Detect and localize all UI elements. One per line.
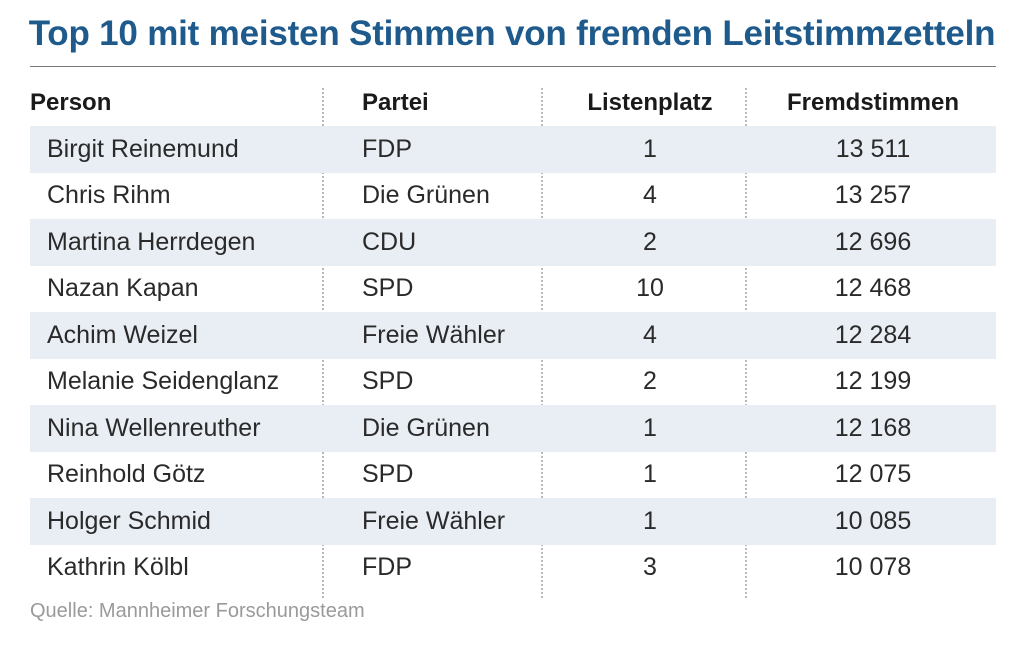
results-table: Person Partei Listenplatz Fremdstimmen B… <box>30 80 996 591</box>
cell-person: Martina Herrdegen <box>47 227 256 256</box>
table-row: Melanie Seidenglanz SPD 2 12 199 <box>30 359 996 406</box>
table-body: Birgit Reinemund FDP 1 13 511 Chris Rihm Die … <box>30 126 996 591</box>
cell-fremdstimmen: 12 468 <box>834 274 912 303</box>
table-row: Nina Wellenreuther Die Grünen 1 12 168 <box>30 405 996 452</box>
cell-partei: FDP <box>362 553 412 582</box>
cell-fremdstimmen: 12 075 <box>834 460 912 489</box>
cell-partei: SPD <box>362 367 414 396</box>
table-row: Achim Weizel Freie Wähler 4 12 284 <box>30 312 996 359</box>
cell-listenplatz: 10 <box>636 274 664 303</box>
cell-fremdstimmen: 10 078 <box>834 553 912 582</box>
cell-listenplatz: 4 <box>643 181 657 210</box>
cell-person: Holger Schmid <box>47 506 211 535</box>
cell-fremdstimmen: 12 696 <box>834 227 912 256</box>
table-row: Kathrin Kölbl FDP 3 10 078 <box>30 545 996 592</box>
cell-partei: Freie Wähler <box>362 320 506 349</box>
header-fremdstimmen: Fremdstimmen <box>786 89 960 116</box>
header-person: Person <box>30 89 112 116</box>
cell-fremdstimmen: 10 085 <box>834 506 912 535</box>
cell-person: Chris Rihm <box>47 181 171 210</box>
title-rule <box>30 66 996 67</box>
cell-person: Nina Wellenreuther <box>47 413 261 442</box>
cell-listenplatz: 3 <box>643 553 657 582</box>
cell-listenplatz: 2 <box>643 227 657 256</box>
cell-person: Kathrin Kölbl <box>47 553 189 582</box>
cell-listenplatz: 4 <box>643 320 657 349</box>
cell-listenplatz: 2 <box>643 367 657 396</box>
header-partei: Partei <box>362 89 429 116</box>
cell-person: Melanie Seidenglanz <box>47 367 280 396</box>
table-header: Person Partei Listenplatz Fremdstimmen <box>30 80 996 126</box>
cell-person: Birgit Reinemund <box>47 134 239 163</box>
table-row: Birgit Reinemund FDP 1 13 511 <box>30 126 996 173</box>
source-note: Quelle: Mannheimer Forschungsteam <box>30 600 365 622</box>
table-title: Top 10 mit meisten Stimmen von fremden L… <box>28 14 996 53</box>
cell-listenplatz: 1 <box>643 413 657 442</box>
cell-partei: SPD <box>362 274 414 303</box>
cell-fremdstimmen: 12 284 <box>834 320 912 349</box>
header-listenplatz: Listenplatz <box>587 89 713 116</box>
cell-person: Nazan Kapan <box>47 274 199 303</box>
cell-partei: Die Grünen <box>362 413 490 442</box>
table-row: Chris Rihm Die Grünen 4 13 257 <box>30 173 996 220</box>
cell-fremdstimmen: 12 199 <box>834 367 912 396</box>
cell-partei: FDP <box>362 134 412 163</box>
cell-listenplatz: 1 <box>643 134 657 163</box>
table-row: Reinhold Götz SPD 1 12 075 <box>30 452 996 499</box>
table-row: Holger Schmid Freie Wähler 1 10 085 <box>30 498 996 545</box>
cell-fremdstimmen: 13 511 <box>835 134 911 163</box>
cell-partei: Freie Wähler <box>362 506 506 535</box>
cell-listenplatz: 1 <box>643 506 657 535</box>
cell-fremdstimmen: 12 168 <box>834 413 912 442</box>
cell-partei: Die Grünen <box>362 181 490 210</box>
table-row: Martina Herrdegen CDU 2 12 696 <box>30 219 996 266</box>
cell-partei: SPD <box>362 460 414 489</box>
cell-person: Reinhold Götz <box>47 460 206 489</box>
cell-person: Achim Weizel <box>47 320 198 349</box>
table-row: Nazan Kapan SPD 10 12 468 <box>30 266 996 313</box>
cell-partei: CDU <box>362 227 417 256</box>
cell-listenplatz: 1 <box>643 460 657 489</box>
cell-fremdstimmen: 13 257 <box>834 181 912 210</box>
